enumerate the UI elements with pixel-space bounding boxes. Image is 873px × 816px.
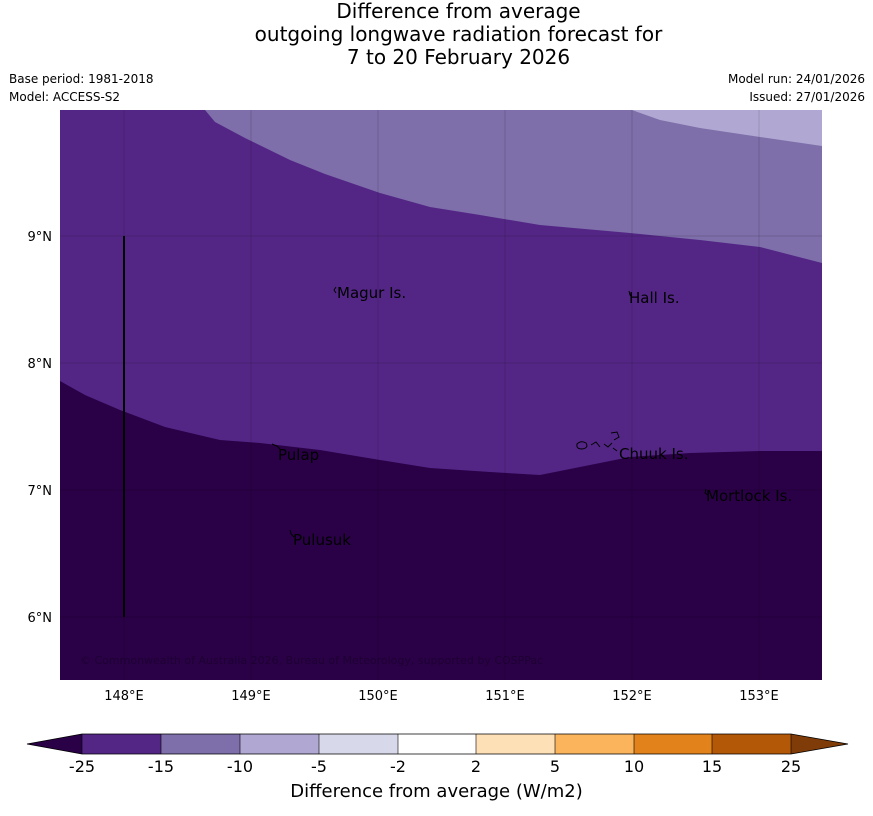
lat-tick-labels: 9°N 8°N 7°N 6°N: [28, 230, 53, 626]
colorbar: -25 -15 -10 -5 -2 2 5 10 15 25: [26, 733, 849, 776]
lon-tick: 148°E: [104, 689, 144, 704]
lon-tick: 151°E: [485, 689, 525, 704]
island-pulusuk: [289, 529, 295, 538]
place-pulap: Pulap: [278, 446, 319, 464]
place-chuuk: Chuuk Is.: [619, 445, 688, 463]
lon-tick-labels: 148°E 149°E 150°E 151°E 152°E 153°E: [104, 689, 779, 704]
island-magur: [333, 286, 337, 294]
region-m10-m5: [632, 110, 822, 146]
grid-lines: [60, 110, 822, 680]
lat-tick: 7°N: [28, 484, 53, 499]
colorbar-tick: -2: [390, 757, 406, 776]
lat-tick: 8°N: [28, 357, 53, 372]
place-labels: Magur Is. Hall Is. Pulap Chuuk Is. Mortl…: [278, 284, 792, 549]
title-line-3: 7 to 20 February 2026: [346, 45, 571, 69]
place-mortlock: Mortlock Is.: [706, 487, 792, 505]
meta-right: Model run: 24/01/2026 Issued: 27/01/2026: [728, 70, 865, 106]
copyright-watermark: © Commonwealth of Australia 2026, Bureau…: [80, 654, 543, 667]
colorbar-tick: -15: [148, 757, 174, 776]
title-line-2: outgoing longwave radiation forecast for: [254, 22, 663, 46]
colorbar-tick: -5: [311, 757, 327, 776]
issued-date: Issued: 27/01/2026: [749, 90, 865, 104]
island-chuuk: [576, 431, 620, 452]
island-outlines: [271, 286, 709, 538]
colorbar-tick: -25: [69, 757, 95, 776]
chart-title: Difference from average outgoing longwav…: [0, 0, 873, 69]
colorbar-arrow-low: [27, 734, 82, 754]
colorbar-swatch: [398, 734, 476, 754]
colorbar-tick: -10: [227, 757, 253, 776]
region-lt-m25: [60, 381, 822, 680]
colorbar-dividers: [81, 734, 792, 754]
island-hall: [628, 290, 633, 298]
meta-left: Base period: 1981-2018 Model: ACCESS-S2: [9, 70, 154, 106]
lat-tick: 6°N: [28, 611, 53, 626]
model-name: Model: ACCESS-S2: [9, 90, 121, 104]
colorbar-swatch: [319, 734, 398, 754]
region-m15-m10: [205, 110, 822, 263]
colorbar-tick: 2: [471, 757, 481, 776]
place-pulusuk: Pulusuk: [293, 531, 351, 549]
colorbar-tick-labels: -25 -15 -10 -5 -2 2 5 10 15 25: [69, 757, 801, 776]
colorbar-swatch: [555, 734, 634, 754]
model-run: Model run: 24/01/2026: [727, 72, 865, 86]
colorbar-arrow-high: [791, 734, 848, 754]
place-hall: Hall Is.: [629, 289, 680, 307]
colorbar-tick: 5: [550, 757, 560, 776]
lon-tick: 150°E: [358, 689, 398, 704]
map-area: Magur Is. Hall Is. Pulap Chuuk Is. Mortl…: [60, 110, 822, 680]
colorbar-swatch: [634, 734, 712, 754]
colorbar-tick: 10: [624, 757, 644, 776]
lon-tick: 149°E: [231, 689, 271, 704]
lon-tick: 152°E: [612, 689, 652, 704]
colorbar-swatch: [161, 734, 240, 754]
base-period: Base period: 1981-2018: [9, 72, 154, 86]
colorbar-tick: 15: [702, 757, 722, 776]
colorbar-swatch: [476, 734, 555, 754]
colorbar-swatch: [240, 734, 319, 754]
island-mortlock: [704, 488, 709, 496]
colorbar-swatch: [82, 734, 161, 754]
place-magur: Magur Is.: [337, 284, 406, 302]
island-pulap: [271, 443, 281, 450]
colorbar-swatch: [712, 734, 791, 754]
lon-tick: 153°E: [739, 689, 779, 704]
colorbar-tick: 25: [781, 757, 801, 776]
lat-tick: 9°N: [28, 230, 53, 245]
title-line-1: Difference from average: [336, 0, 581, 23]
colorbar-label: Difference from average (W/m2): [290, 781, 583, 802]
